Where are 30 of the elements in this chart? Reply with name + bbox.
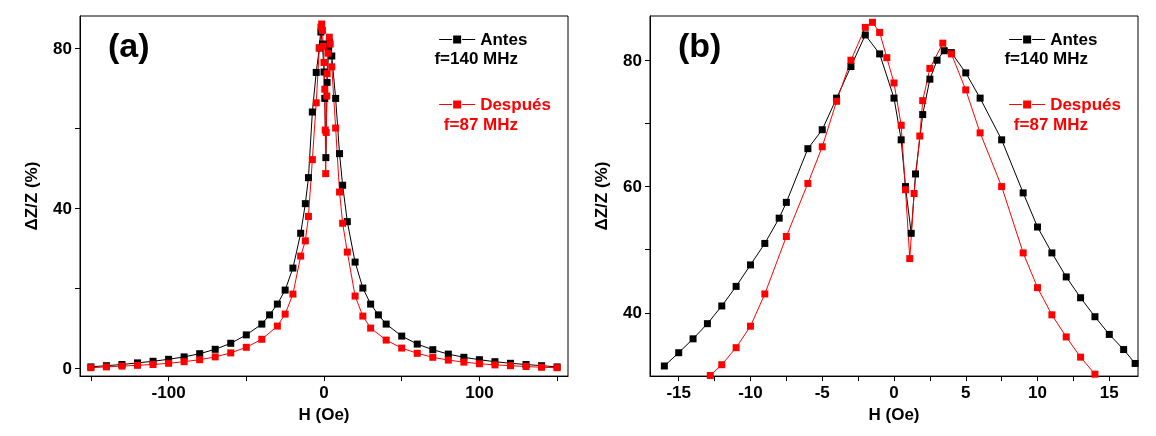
x-tick-label: 5 [961, 383, 971, 403]
x-tick-label: 100 [465, 383, 494, 403]
legend-label: Después [480, 95, 552, 114]
y-axis-title: ΔZ/Z (%) [22, 161, 41, 231]
annotation: f=87 MHz [443, 115, 519, 134]
x-axis-title: H (Oe) [298, 405, 350, 424]
annotation: f=140 MHz [434, 49, 519, 68]
x-tick-label: -5 [814, 383, 830, 403]
legend-label: Después [1050, 95, 1122, 114]
x-tick-label: 0 [319, 383, 329, 403]
annotation: f=140 MHz [1004, 49, 1089, 68]
chart-title: (b) [678, 26, 722, 64]
y-tick-label: 80 [623, 50, 642, 70]
legend-label: Antes [1050, 30, 1098, 49]
y-tick-label: 0 [62, 358, 72, 378]
x-tick-label: -10 [738, 383, 763, 403]
chart-title: (a) [108, 26, 150, 64]
y-tick-label: 80 [53, 38, 72, 58]
x-tick-label: 15 [1099, 383, 1119, 403]
x-tick-label: 10 [1028, 383, 1047, 403]
y-axis-title: ΔZ/Z (%) [592, 161, 611, 231]
x-axis-title: H (Oe) [868, 405, 920, 424]
x-tick-label: 0 [889, 383, 899, 403]
y-tick-label: 60 [623, 177, 642, 197]
legend-label: Antes [480, 30, 528, 49]
x-tick-label: -100 [151, 383, 186, 403]
annotation: f=87 MHz [1013, 115, 1089, 134]
x-tick-label: -15 [666, 383, 691, 403]
y-tick-label: 40 [53, 198, 72, 218]
y-tick-label: 40 [623, 303, 642, 323]
